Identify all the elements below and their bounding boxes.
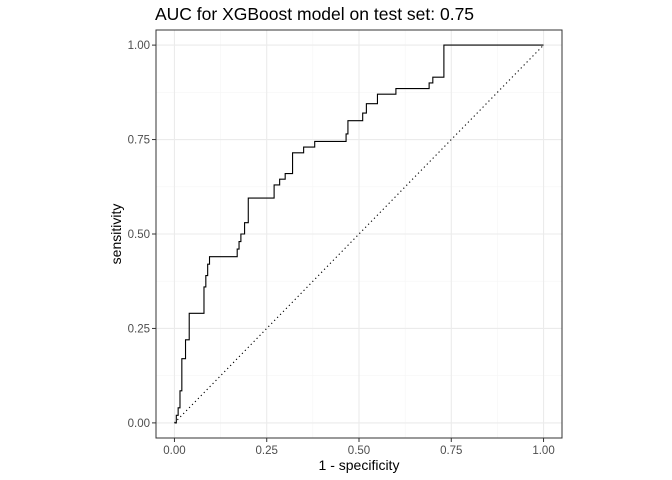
y-tick-label: 0.75 — [128, 135, 150, 147]
y-tick-label: 1.00 — [128, 40, 150, 52]
y-axis-ticks: 0.00 0.25 0.50 0.75 1.00 — [128, 40, 156, 430]
x-tick-label: 0.25 — [256, 445, 278, 457]
x-tick-label: 0.50 — [348, 445, 370, 457]
x-axis-title: 1 - specificity — [319, 457, 400, 473]
y-axis-title: sensitivity — [108, 204, 124, 265]
plot-series — [174, 44, 544, 424]
x-tick-label: 1.00 — [532, 445, 554, 457]
x-tick-label: 0.75 — [440, 445, 462, 457]
y-tick-label: 0.00 — [128, 418, 150, 430]
chart-title: AUC for XGBoost model on test set: 0.75 — [155, 4, 474, 24]
x-tick-label: 0.00 — [163, 445, 185, 457]
x-axis-ticks: 0.00 0.25 0.50 0.75 1.00 — [163, 438, 555, 457]
y-tick-label: 0.50 — [128, 229, 150, 241]
roc-curve — [174, 44, 544, 424]
y-tick-label: 0.25 — [128, 323, 150, 335]
grid-lines — [156, 30, 562, 438]
